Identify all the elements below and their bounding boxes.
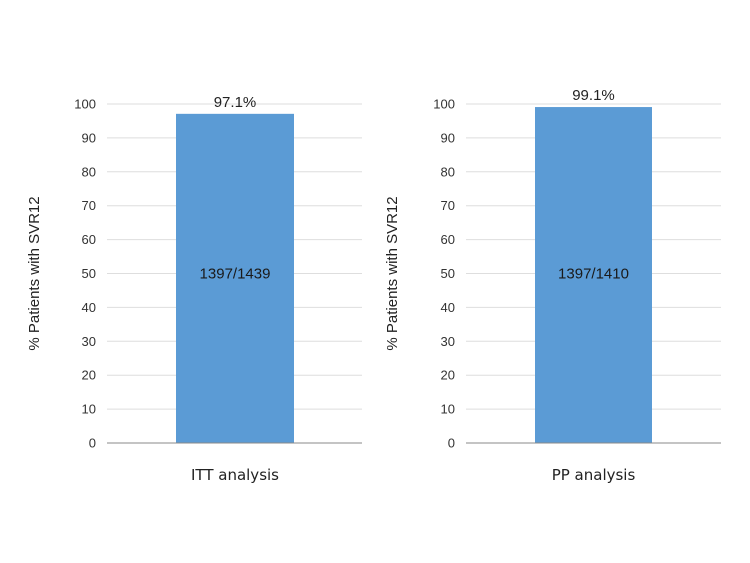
y-tick-label: 80 (82, 164, 96, 179)
y-tick-label: 60 (82, 232, 96, 247)
bar (176, 113, 294, 444)
y-tick-label: 0 (89, 436, 96, 451)
chart-panel-itt: 0 10 20 30 40 50 60 70 80 90 100 97.1% 1397/1439 ITT … (26, 94, 362, 484)
bar-inner-label: 1397/1439 (200, 266, 271, 283)
y-tick-label: 50 (82, 266, 96, 281)
y-tick-label: 70 (82, 198, 96, 213)
y-tick-label: 10 (82, 402, 96, 417)
chart-panel-pp: 0 10 20 30 40 50 60 70 80 90 100 99.1% 1397/1410 PP a… (384, 87, 721, 484)
y-tick-label: 90 (82, 130, 96, 145)
y-axis-title: % Patients with SVR12 (26, 196, 43, 350)
y-tick-label: 30 (441, 334, 455, 349)
y-tick-label: 40 (441, 300, 455, 315)
y-tick-label: 20 (441, 368, 455, 383)
y-tick-label: 50 (441, 266, 455, 281)
x-category-label: PP analysis (552, 466, 636, 484)
y-tick-label: 10 (441, 402, 455, 417)
bar-value-label: 97.1% (214, 94, 257, 111)
bar-inner-label: 1397/1410 (558, 266, 629, 283)
bar (535, 107, 652, 444)
y-tick-label: 100 (74, 97, 96, 112)
y-tick-label: 60 (441, 232, 455, 247)
y-tick-label: 70 (441, 198, 455, 213)
y-tick-label: 90 (441, 130, 455, 145)
y-tick-label: 100 (433, 97, 455, 112)
y-tick-label: 0 (448, 436, 455, 451)
y-tick-label: 80 (441, 164, 455, 179)
y-axis-title: % Patients with SVR12 (384, 196, 401, 350)
bar-value-label: 99.1% (572, 87, 615, 104)
y-tick-label: 30 (82, 334, 96, 349)
y-tick-label: 20 (82, 368, 96, 383)
x-category-label: ITT analysis (191, 466, 279, 484)
y-tick-label: 40 (82, 300, 96, 315)
